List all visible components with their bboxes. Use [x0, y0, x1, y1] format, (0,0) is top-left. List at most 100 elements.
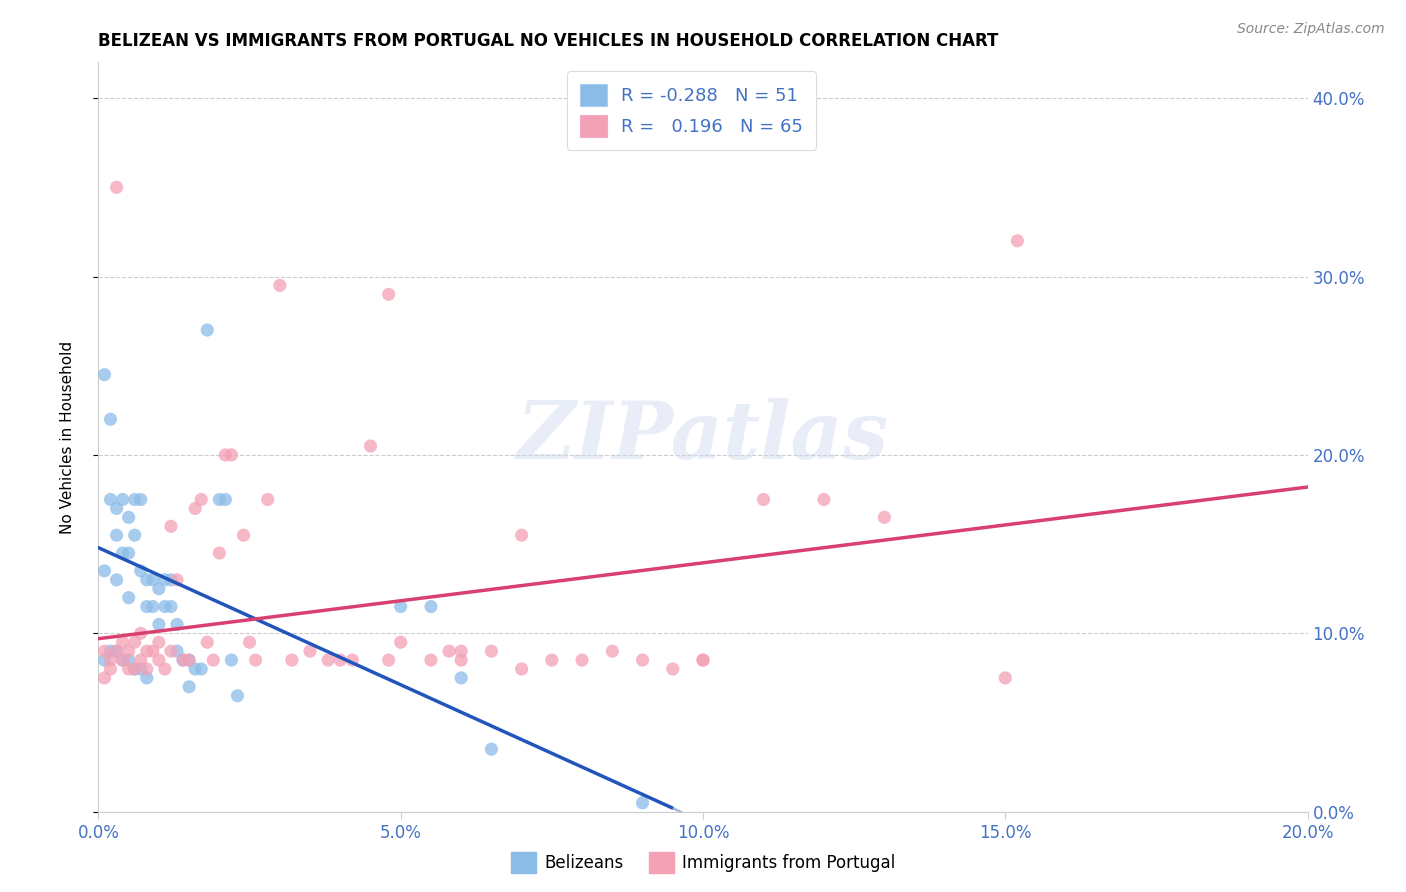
Point	[239, 635, 262, 649]
Point	[450, 653, 472, 667]
Text: ZIPatlas: ZIPatlas	[517, 399, 889, 475]
Point	[813, 492, 835, 507]
Point	[160, 599, 183, 614]
Point	[129, 662, 152, 676]
Point	[166, 573, 188, 587]
Point	[105, 644, 128, 658]
Point	[129, 626, 152, 640]
Point	[510, 528, 533, 542]
Point	[135, 573, 157, 587]
Point	[148, 617, 170, 632]
Point	[111, 635, 134, 649]
Point	[245, 653, 267, 667]
Point	[214, 492, 236, 507]
Point	[389, 635, 412, 649]
Point	[299, 644, 322, 658]
Point	[105, 528, 128, 542]
Point	[124, 635, 146, 649]
Point	[93, 653, 115, 667]
Legend: Belizeans, Immigrants from Portugal: Belizeans, Immigrants from Portugal	[505, 846, 901, 880]
Point	[111, 546, 134, 560]
Point	[692, 653, 714, 667]
Point	[221, 448, 243, 462]
Point	[93, 564, 115, 578]
Point	[281, 653, 304, 667]
Point	[142, 573, 165, 587]
Point	[481, 742, 503, 756]
Point	[135, 662, 157, 676]
Point	[342, 653, 364, 667]
Point	[195, 635, 218, 649]
Point	[135, 671, 157, 685]
Point	[93, 368, 115, 382]
Point	[190, 492, 212, 507]
Point	[377, 287, 399, 301]
Point	[105, 180, 128, 194]
Point	[142, 644, 165, 658]
Point	[100, 492, 122, 507]
Point	[100, 653, 122, 667]
Point	[118, 591, 141, 605]
Point	[389, 599, 412, 614]
Point	[631, 653, 654, 667]
Point	[172, 653, 194, 667]
Point	[208, 546, 231, 560]
Point	[105, 644, 128, 658]
Point	[142, 599, 165, 614]
Point	[510, 662, 533, 676]
Point	[129, 564, 152, 578]
Point	[873, 510, 896, 524]
Point	[184, 501, 207, 516]
Point	[232, 528, 254, 542]
Point	[269, 278, 291, 293]
Point	[118, 644, 141, 658]
Point	[420, 599, 443, 614]
Point	[118, 546, 141, 560]
Point	[100, 644, 122, 658]
Point	[1007, 234, 1029, 248]
Point	[179, 653, 201, 667]
Point	[160, 519, 183, 533]
Point	[135, 599, 157, 614]
Point	[256, 492, 278, 507]
Point	[208, 492, 231, 507]
Point	[195, 323, 218, 337]
Point	[160, 573, 183, 587]
Point	[571, 653, 593, 667]
Point	[661, 662, 683, 676]
Point	[135, 644, 157, 658]
Point	[166, 617, 188, 632]
Point	[172, 653, 194, 667]
Point	[226, 689, 249, 703]
Point	[420, 653, 443, 667]
Point	[111, 653, 134, 667]
Point	[602, 644, 624, 658]
Point	[316, 653, 339, 667]
Point	[377, 653, 399, 667]
Point	[160, 644, 183, 658]
Point	[148, 582, 170, 596]
Point	[153, 599, 176, 614]
Point	[202, 653, 225, 667]
Point	[118, 653, 141, 667]
Point	[631, 796, 654, 810]
Point	[153, 662, 176, 676]
Point	[93, 644, 115, 658]
Point	[752, 492, 775, 507]
Point	[329, 653, 352, 667]
Point	[100, 412, 122, 426]
Point	[450, 644, 472, 658]
Point	[153, 573, 176, 587]
Point	[124, 528, 146, 542]
Point	[450, 671, 472, 685]
Point	[437, 644, 460, 658]
Text: BELIZEAN VS IMMIGRANTS FROM PORTUGAL NO VEHICLES IN HOUSEHOLD CORRELATION CHART: BELIZEAN VS IMMIGRANTS FROM PORTUGAL NO …	[98, 32, 998, 50]
Point	[105, 501, 128, 516]
Point	[692, 653, 714, 667]
Point	[111, 653, 134, 667]
Text: Source: ZipAtlas.com: Source: ZipAtlas.com	[1237, 22, 1385, 37]
Point	[111, 492, 134, 507]
Point	[184, 662, 207, 676]
Point	[129, 653, 152, 667]
Point	[124, 662, 146, 676]
